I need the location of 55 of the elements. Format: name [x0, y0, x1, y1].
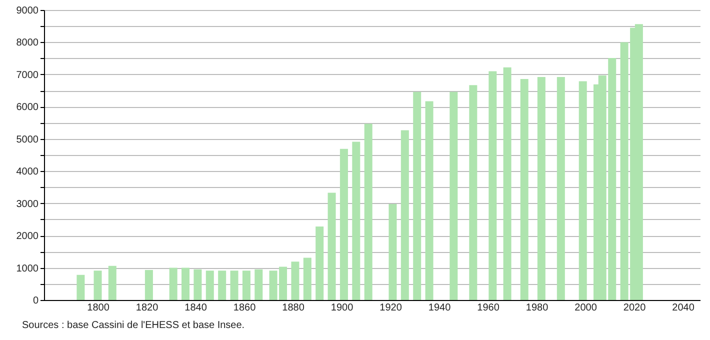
- bar: [242, 270, 250, 300]
- y-tick-label: 3000: [16, 198, 39, 210]
- bar: [340, 148, 348, 300]
- bar: [352, 142, 360, 300]
- bar: [254, 269, 263, 300]
- source-note: Sources : base Cassini de l'EHESS et base Insee.: [22, 320, 245, 331]
- y-tick-label: 1000: [16, 263, 39, 274]
- x-tick-label: 1920: [380, 302, 402, 314]
- bar: [537, 77, 546, 300]
- x-tick-label: 1960: [477, 302, 500, 314]
- bar: [578, 81, 587, 300]
- bar: [76, 274, 85, 300]
- y-tick-label: 7000: [16, 70, 39, 81]
- x-tick-label: 1900: [330, 302, 354, 314]
- bar: [144, 270, 153, 300]
- bar: [169, 268, 178, 300]
- bar: [303, 258, 312, 300]
- y-tick-label: 6000: [16, 102, 39, 114]
- y-tick-label: 0: [32, 296, 39, 306]
- bar: [503, 67, 512, 300]
- x-tick-label: 1820: [136, 302, 159, 314]
- y-tick-label: 4000: [16, 166, 39, 178]
- x-tick-label: 1840: [184, 302, 208, 314]
- bar: [291, 262, 300, 300]
- x-tick-label: 2040: [672, 302, 695, 314]
- bar: [230, 270, 238, 300]
- bar: [400, 130, 409, 300]
- bar: [488, 71, 497, 300]
- y-tick-label: 8000: [16, 38, 39, 49]
- x-tick-label: 1880: [282, 302, 305, 314]
- bar: [364, 124, 372, 300]
- x-tick-label: 1940: [428, 302, 452, 314]
- bar: [425, 101, 434, 300]
- x-tick-label: 1800: [87, 302, 110, 314]
- bar: [450, 92, 458, 300]
- x-tick-label: 1980: [526, 302, 549, 314]
- bar: [206, 270, 214, 300]
- y-tick-label: 5000: [16, 134, 39, 146]
- bar: [218, 270, 226, 300]
- y-tick-label: 9000: [16, 6, 39, 16]
- bar: [388, 204, 397, 300]
- x-tick-label: 2020: [623, 302, 646, 314]
- bar: [316, 226, 324, 300]
- bar: [556, 77, 565, 300]
- bar: [328, 192, 336, 300]
- bar: [520, 78, 528, 300]
- bar: [182, 268, 190, 300]
- y-tick-label: 2000: [16, 231, 39, 242]
- bar: [469, 85, 478, 300]
- x-tick-label: 1860: [233, 302, 256, 314]
- x-tick-label: 2000: [574, 302, 598, 314]
- bar: [108, 266, 116, 300]
- bar: [194, 269, 202, 300]
- bar: [413, 92, 422, 300]
- bar: [94, 270, 102, 300]
